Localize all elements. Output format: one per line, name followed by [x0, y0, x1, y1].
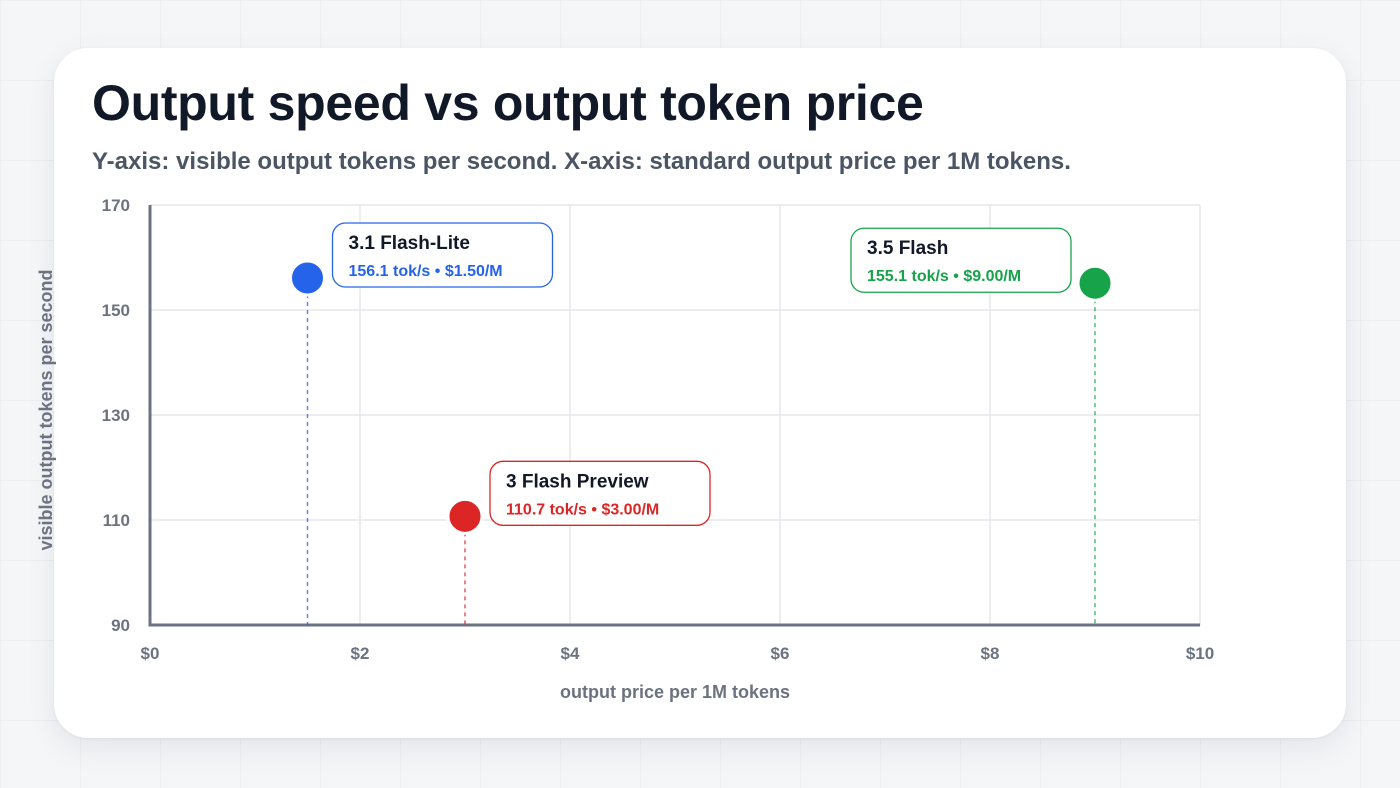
x-tick-label: $8 [981, 644, 1000, 663]
y-tick-label: 170 [102, 196, 130, 215]
y-tick-label: 130 [102, 406, 130, 425]
point-label-value: 156.1 tok/s • $1.50/M [349, 263, 503, 280]
point-label-name: 3.1 Flash-Lite [349, 233, 470, 254]
x-tick-label: $6 [771, 644, 790, 663]
data-point [1076, 264, 1114, 302]
point-label-name: 3 Flash Preview [506, 471, 649, 492]
x-tick-label: $10 [1186, 644, 1214, 663]
x-tick-label: $4 [561, 644, 580, 663]
point-label-value: 155.1 tok/s • $9.00/M [867, 268, 1021, 285]
chart-subtitle: Y-axis: visible output tokens per second… [92, 148, 1071, 175]
chart-title: Output speed vs output token price [92, 75, 924, 131]
y-axis-title: visible output tokens per second [36, 269, 56, 550]
y-tick-label: 110 [103, 511, 130, 530]
data-point [446, 497, 484, 535]
chart-card: Output speed vs output token price Y-axi… [54, 48, 1346, 738]
point-label-name: 3.5 Flash [867, 238, 948, 259]
x-tick-label: $0 [141, 644, 160, 663]
x-axis-title: output price per 1M tokens [560, 682, 790, 702]
data-point [289, 259, 326, 297]
y-tick-label: 90 [111, 616, 130, 635]
point-label-box [489, 460, 711, 526]
point-label-box [850, 227, 1072, 293]
y-tick-label: 150 [102, 301, 130, 320]
point-label-box [331, 222, 554, 288]
x-tick-label: $2 [351, 644, 370, 663]
point-label-value: 110.7 tok/s • $3.00/M [506, 501, 659, 518]
